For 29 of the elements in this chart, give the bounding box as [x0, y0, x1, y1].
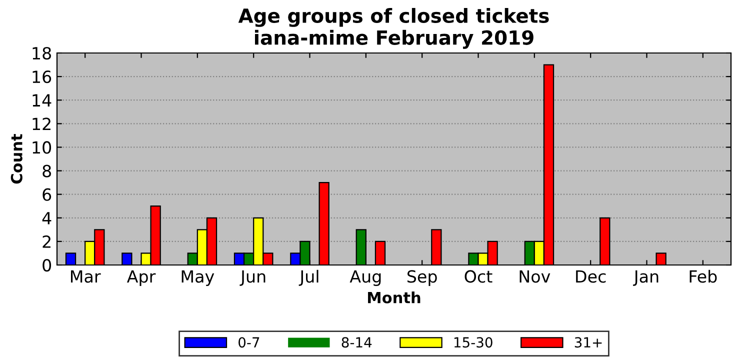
x-tick-label: Apr: [126, 270, 156, 286]
y-tick-label: 2: [42, 235, 50, 248]
y-tick-label: 4: [42, 212, 52, 224]
y-tick-label: 0: [42, 258, 52, 272]
x-tick-label: Jul: [298, 270, 318, 286]
x-tick-label: Sep: [407, 270, 437, 286]
x-tick-label: Aug: [350, 270, 381, 286]
legend-label: 31+: [574, 337, 602, 348]
chart-title: Age groups of closed tickets iana-mime February 2019: [238, 8, 549, 49]
y-tick-label: 14: [32, 94, 52, 106]
x-tick-label: Mar: [70, 270, 101, 283]
x-tick-label: May: [182, 270, 214, 286]
y-tick-label: 16: [32, 70, 52, 84]
legend-label: 15-30: [454, 337, 492, 348]
y-tick-label: 12: [32, 118, 50, 130]
x-tick-label: Feb: [690, 270, 717, 283]
y-tick-label: 6: [42, 188, 52, 201]
y-tick-label: 10: [32, 141, 52, 154]
legend-label: 0-7: [238, 337, 260, 348]
x-tick-label: Nov: [520, 270, 550, 283]
x-tick-label: Jan: [633, 270, 658, 286]
x-tick-label: Dec: [576, 270, 606, 283]
x-tick-label: Oct: [464, 270, 492, 283]
y-tick-label: 8: [42, 164, 51, 178]
legend-label: 8-14: [342, 337, 372, 348]
y-axis-title: Count: [10, 134, 22, 184]
y-tick-label: 18: [32, 46, 51, 60]
x-tick-label: Jun: [240, 270, 266, 286]
x-axis-title: Month: [368, 292, 420, 304]
